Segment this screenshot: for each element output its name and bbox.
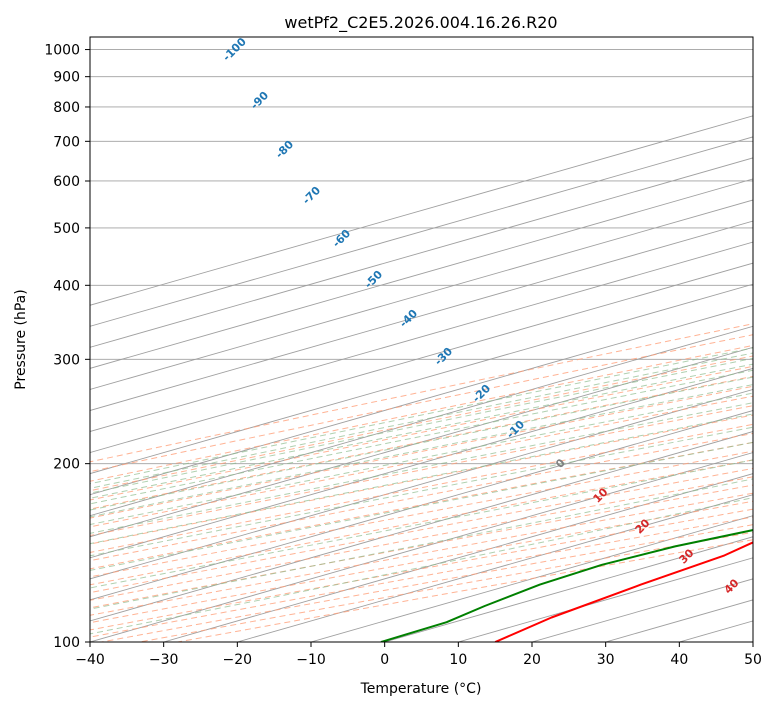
moist-adiabat-line [90, 357, 753, 494]
moist-adiabat-line [90, 369, 753, 505]
y-tick-label: 100 [53, 635, 80, 651]
x-tick-label: 30 [597, 652, 615, 668]
moist-adiabat-label: -70 [300, 184, 323, 207]
x-tick-label: 20 [523, 652, 541, 668]
isotherm-line [458, 557, 753, 642]
y-tick-label: 800 [53, 100, 80, 116]
moist-adiabat-line [90, 352, 753, 489]
isotherm-lines [90, 115, 753, 642]
y-axis-label: Pressure (hPa) [13, 289, 29, 389]
x-tick-label: −40 [75, 652, 105, 668]
isotherm-line [310, 515, 753, 642]
isotherm-line [90, 220, 753, 411]
moist-adiabat-label: -30 [432, 345, 455, 368]
moist-adiabat-line [90, 392, 753, 526]
x-tick-label: −30 [149, 652, 179, 668]
moist-adiabat-label: -60 [330, 227, 353, 250]
isotherm-line [90, 241, 753, 432]
dry-adiabat-label: 10 [591, 485, 611, 505]
plot-area: 0.10.20.40.611.52346810131620253036 -100… [90, 37, 753, 642]
isotherm-line [90, 388, 753, 580]
isotherm-line [90, 136, 753, 327]
dewpoint-line [380, 529, 753, 642]
dry-adiabat-label: 30 [677, 546, 697, 566]
moist-adiabat-label: -90 [248, 89, 271, 112]
x-tick-label: 50 [744, 652, 762, 668]
isotherm-line [384, 536, 753, 642]
x-tick-label: −20 [223, 652, 253, 668]
isotherm-line [90, 157, 753, 348]
y-tick-label: 700 [53, 134, 80, 150]
moist-adiabat-label: -50 [362, 268, 385, 291]
moist-adiabats [90, 347, 753, 635]
isotherm-line [90, 262, 753, 454]
isotherm-line [90, 325, 753, 517]
isotherm-line [90, 452, 753, 642]
dry-adiabat-line [90, 344, 753, 482]
moist-adiabat-line [90, 363, 753, 499]
isotherm-line [90, 283, 753, 475]
isotherm-line [90, 304, 753, 496]
y-tick-label: 900 [53, 70, 80, 86]
dry-adiabat-line [139, 531, 753, 642]
y-tick-label: 600 [53, 174, 80, 190]
isotherm-line [90, 199, 753, 390]
isotherm-line [752, 641, 753, 642]
y-tick-label: 200 [53, 457, 80, 473]
y-tick-label: 1000 [44, 43, 80, 59]
x-tick-label: 40 [670, 652, 688, 668]
x-axis-ticks: −40 −30 −20 −10 0 10 20 30 40 50 [75, 642, 762, 668]
dry-adiabats [90, 323, 753, 642]
x-tick-label: 0 [380, 652, 389, 668]
dry-adiabat-line [90, 516, 753, 638]
profile-series [380, 529, 753, 642]
isotherm-line [237, 494, 753, 642]
y-tick-label: 300 [53, 352, 80, 368]
x-tick-label: −10 [296, 652, 326, 668]
isotherm-line [163, 473, 753, 642]
temperature-line [494, 541, 753, 642]
isotherm-line [90, 178, 753, 369]
y-axis-ticks: 100 200 300 400 500 600 700 800 900 1000 [44, 43, 90, 651]
x-tick-label: 10 [449, 652, 467, 668]
isotherm-line [90, 410, 753, 601]
dry-adiabat-line [90, 375, 753, 510]
dry-adiabat-line [101, 524, 753, 642]
isobar-gridlines [90, 49, 753, 642]
y-tick-label: 400 [53, 278, 80, 294]
moist-adiabat-label: -40 [397, 307, 420, 330]
y-tick-label: 500 [53, 221, 80, 237]
plot-frame [89, 36, 754, 643]
isotherm-line [679, 620, 753, 642]
chart-title: wetPf2_C2E5.2026.004.16.26.R20 [284, 13, 557, 33]
dry-adiabat-line [90, 395, 753, 528]
x-axis-label: Temperature (°C) [360, 681, 482, 697]
dry-adiabat-label: 40 [722, 576, 742, 596]
isotherm-line [90, 115, 753, 306]
isotherm-line [90, 431, 753, 622]
dry-adiabat-line [90, 323, 753, 463]
dry-adiabat-line [90, 355, 753, 492]
